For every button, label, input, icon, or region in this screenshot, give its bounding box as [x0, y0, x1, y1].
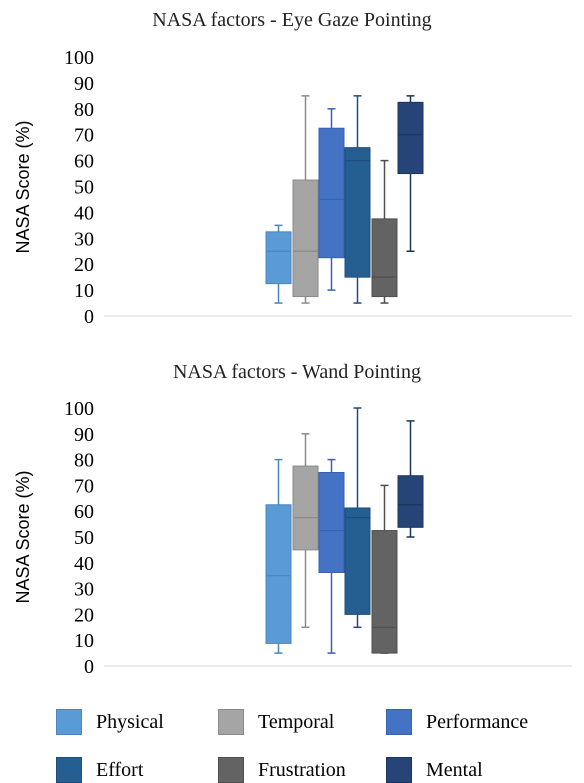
- box-frustration: [371, 484, 398, 654]
- legend-item-physical: Physical: [56, 709, 164, 735]
- y-tick-label: 80: [74, 99, 94, 121]
- legend-swatch: [56, 757, 82, 783]
- box-mental: [397, 420, 424, 538]
- legend-label: Effort: [96, 758, 144, 781]
- box-performance: [318, 108, 345, 291]
- y-tick-label: 30: [74, 579, 94, 601]
- iqr-box: [397, 101, 424, 175]
- iqr-box: [344, 147, 371, 278]
- legend-label: Mental: [426, 758, 483, 781]
- y-tick-labels: 0 10 20 30 40 50 60 70 80 90 100: [64, 398, 94, 678]
- y-tick-labels: 0 10 20 30 40 50 60 70 80 90 100: [64, 47, 94, 328]
- iqr-box: [292, 465, 319, 551]
- y-tick-label: 70: [74, 125, 94, 147]
- iqr-box: [318, 127, 345, 259]
- y-tick-label: 90: [74, 424, 94, 446]
- figure: NASA factors - Eye Gaze Pointing NASA Sc…: [13, 9, 572, 678]
- y-axis-label: NASA Score (%): [13, 470, 33, 603]
- y-tick-label: 50: [74, 527, 94, 549]
- box-physical: [265, 458, 292, 654]
- y-tick-label: 10: [74, 630, 94, 652]
- iqr-box: [397, 475, 424, 528]
- y-tick-label: 0: [84, 656, 94, 678]
- iqr-box: [344, 507, 371, 615]
- chart-eye-gaze: NASA factors - Eye Gaze Pointing NASA Sc…: [13, 9, 572, 328]
- legend-label: Physical: [96, 710, 164, 733]
- y-axis-label: NASA Score (%): [13, 120, 33, 253]
- legend-item-temporal: Temporal: [218, 709, 334, 735]
- box-performance: [318, 458, 345, 654]
- legend-item-mental: Mental: [386, 757, 483, 783]
- y-tick-label: 20: [74, 604, 94, 626]
- y-tick-label: 60: [74, 151, 94, 173]
- y-tick-label: 10: [74, 280, 94, 302]
- legend-label: Temporal: [258, 710, 335, 733]
- y-tick-label: 40: [74, 202, 94, 224]
- box-effort: [344, 95, 371, 304]
- box-physical: [265, 224, 292, 304]
- legend-swatch: [218, 757, 244, 783]
- y-tick-label: 20: [74, 254, 94, 276]
- y-tick-label: 30: [74, 228, 94, 250]
- box-frustration: [371, 159, 398, 304]
- iqr-box: [292, 179, 319, 298]
- y-tick-label: 40: [74, 553, 94, 575]
- box-temporal: [292, 433, 319, 629]
- iqr-box: [265, 231, 292, 285]
- y-tick-label: 100: [64, 47, 94, 69]
- legend-item-frustration: Frustration: [218, 757, 346, 783]
- legend-swatch: [56, 709, 82, 735]
- legend-swatch: [218, 709, 244, 735]
- iqr-box: [318, 472, 345, 573]
- y-tick-label: 70: [74, 475, 94, 497]
- iqr-box: [265, 504, 292, 644]
- boxes: [265, 95, 424, 304]
- y-tick-label: 50: [74, 177, 94, 199]
- legend-label: Frustration: [258, 758, 346, 781]
- box-temporal: [292, 95, 319, 304]
- y-tick-label: 80: [74, 450, 94, 472]
- legend-swatch: [386, 709, 412, 735]
- iqr-box: [371, 218, 398, 298]
- y-tick-label: 0: [84, 306, 94, 328]
- iqr-box: [371, 530, 398, 654]
- chart-title: NASA factors - Wand Pointing: [173, 361, 421, 383]
- legend-label: Performance: [426, 710, 529, 733]
- legend-item-performance: Performance: [386, 709, 528, 735]
- box-effort: [344, 407, 371, 629]
- chart-title: NASA factors - Eye Gaze Pointing: [152, 9, 431, 31]
- y-tick-label: 60: [74, 501, 94, 523]
- y-tick-label: 100: [64, 398, 94, 420]
- boxes: [265, 407, 424, 654]
- box-mental: [397, 95, 424, 252]
- chart-wand: NASA factors - Wand Pointing NASA Score …: [13, 361, 572, 678]
- y-tick-label: 90: [74, 73, 94, 95]
- legend-swatch: [386, 757, 412, 783]
- legend-item-effort: Effort: [56, 757, 143, 783]
